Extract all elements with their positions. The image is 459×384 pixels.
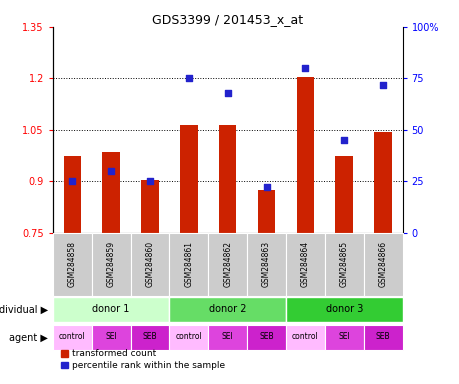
Point [107,168,115,174]
Text: donor 1: donor 1 [92,305,129,314]
Text: GSM284863: GSM284863 [262,241,270,288]
Text: SEB: SEB [259,333,273,341]
Bar [218,125,236,233]
Text: SEI: SEI [105,333,117,341]
Bar [180,125,197,233]
Text: individual ▶: individual ▶ [0,305,48,315]
Point [379,81,386,88]
Text: GSM284861: GSM284861 [184,242,193,287]
Text: agent ▶: agent ▶ [9,333,48,343]
Point [224,90,231,96]
Text: GSM284859: GSM284859 [106,241,115,288]
Text: GSM284864: GSM284864 [300,241,309,288]
Bar [91,233,130,296]
Bar [208,233,246,296]
Bar [102,152,120,233]
Bar [285,233,324,296]
Bar [91,325,130,350]
Text: GSM284862: GSM284862 [223,242,232,287]
Text: control: control [175,333,202,341]
Bar [246,233,285,296]
Text: SEB: SEB [375,333,390,341]
Bar [130,233,169,296]
Legend: transformed count, percentile rank within the sample: transformed count, percentile rank withi… [57,346,228,374]
Bar [324,325,363,350]
Text: donor 3: donor 3 [325,305,362,314]
Bar [257,190,274,233]
Point [68,178,76,184]
Bar [63,156,81,233]
Text: control: control [291,333,318,341]
Bar [285,298,402,322]
Bar [169,233,208,296]
Point [301,65,308,71]
Bar [141,180,158,233]
Text: SEI: SEI [221,333,233,341]
Text: donor 2: donor 2 [208,305,246,314]
Point [146,178,153,184]
Bar [246,325,285,350]
Bar [296,77,313,233]
Point [340,137,347,143]
Bar [53,233,91,296]
Text: SEI: SEI [338,333,349,341]
Bar [208,325,246,350]
Text: GSM284858: GSM284858 [67,242,77,287]
Text: GSM284865: GSM284865 [339,241,348,288]
Bar [53,325,91,350]
Bar [169,325,208,350]
Point [185,75,192,81]
Text: GSM284866: GSM284866 [378,241,387,288]
Bar [324,233,363,296]
Bar [169,298,285,322]
Bar [374,131,391,233]
Bar [335,156,352,233]
Bar [363,325,402,350]
Bar [285,325,324,350]
Text: SEB: SEB [142,333,157,341]
Text: GSM284860: GSM284860 [145,241,154,288]
Title: GDS3399 / 201453_x_at: GDS3399 / 201453_x_at [152,13,302,26]
Text: control: control [59,333,85,341]
Bar [363,233,402,296]
Point [262,184,269,190]
Bar [130,325,169,350]
Bar [53,298,169,322]
